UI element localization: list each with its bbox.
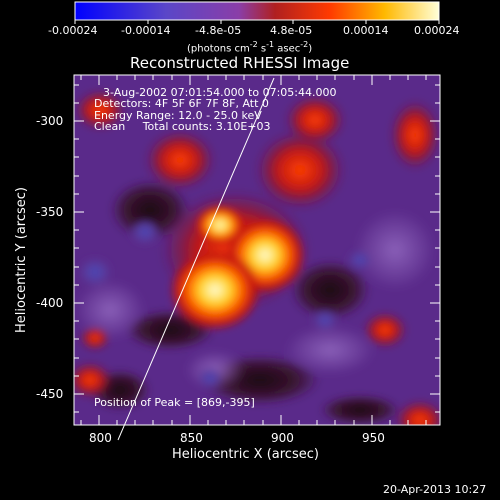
colorbar-tick-label: -0.00014: [121, 24, 171, 37]
x-axis-ticks: [80, 75, 427, 425]
solar-limb-line: [117, 77, 275, 441]
x-tick-label: 800: [89, 431, 112, 445]
colorbar-tick-label: 0.00014: [343, 24, 389, 37]
y-axis-title: Heliocentric Y (arcsec): [14, 187, 29, 333]
y-axis-ticks: [74, 84, 440, 413]
y-tick-label: -400: [36, 296, 64, 310]
colorbar-unit-part: (photons cm: [187, 43, 250, 55]
colorbar-unit: (photons cm-2 s-1 asec-2): [187, 39, 312, 54]
colorbar-unit-part: s: [257, 43, 267, 55]
colorbar-unit-exp: -1: [266, 40, 275, 49]
x-tick-label: 850: [180, 431, 203, 445]
colorbar-ticks: [74, 20, 440, 24]
clean-counts-text: Clean Total counts: 3.10E+03: [94, 120, 271, 133]
y-tick-label: -450: [36, 387, 64, 401]
y-tick-label: -300: [36, 114, 64, 128]
colorbar-tick-label: 4.8e-05: [270, 24, 313, 37]
peak-position-text: Position of Peak = [869,-395]: [94, 396, 255, 409]
colorbar: [74, 1, 440, 21]
colorbar-unit-part: asec: [274, 43, 301, 55]
image-title: Reconstructed RHESSI Image: [130, 54, 350, 72]
colorbar-tick-label: 0.00024: [414, 24, 460, 37]
colorbar-unit-part: ): [308, 43, 313, 55]
x-tick-label: 950: [362, 431, 385, 445]
time-range-text: 3-Aug-2002 07:01:54.000 to 07:05:44.000: [103, 86, 337, 99]
plot-frame: [73, 74, 441, 426]
footer-date: 20-Apr-2013 10:27: [383, 483, 487, 496]
energy-range-text: Energy Range: 12.0 - 25.0 keV: [94, 109, 262, 122]
colorbar-unit-exp: -2: [300, 40, 309, 49]
rhessi-image: [74, 75, 440, 425]
x-axis-title: Heliocentric X (arcsec): [172, 447, 319, 462]
x-tick-label: 900: [271, 431, 294, 445]
detectors-text: Detectors: 4F 5F 6F 7F 8F, Att 0: [94, 97, 269, 110]
colorbar-tick-label: -0.00024: [48, 24, 98, 37]
y-tick-label: -350: [36, 205, 64, 219]
colorbar-unit-exp: -2: [249, 40, 258, 49]
colorbar-tick-label: -4.8e-05: [195, 24, 242, 37]
